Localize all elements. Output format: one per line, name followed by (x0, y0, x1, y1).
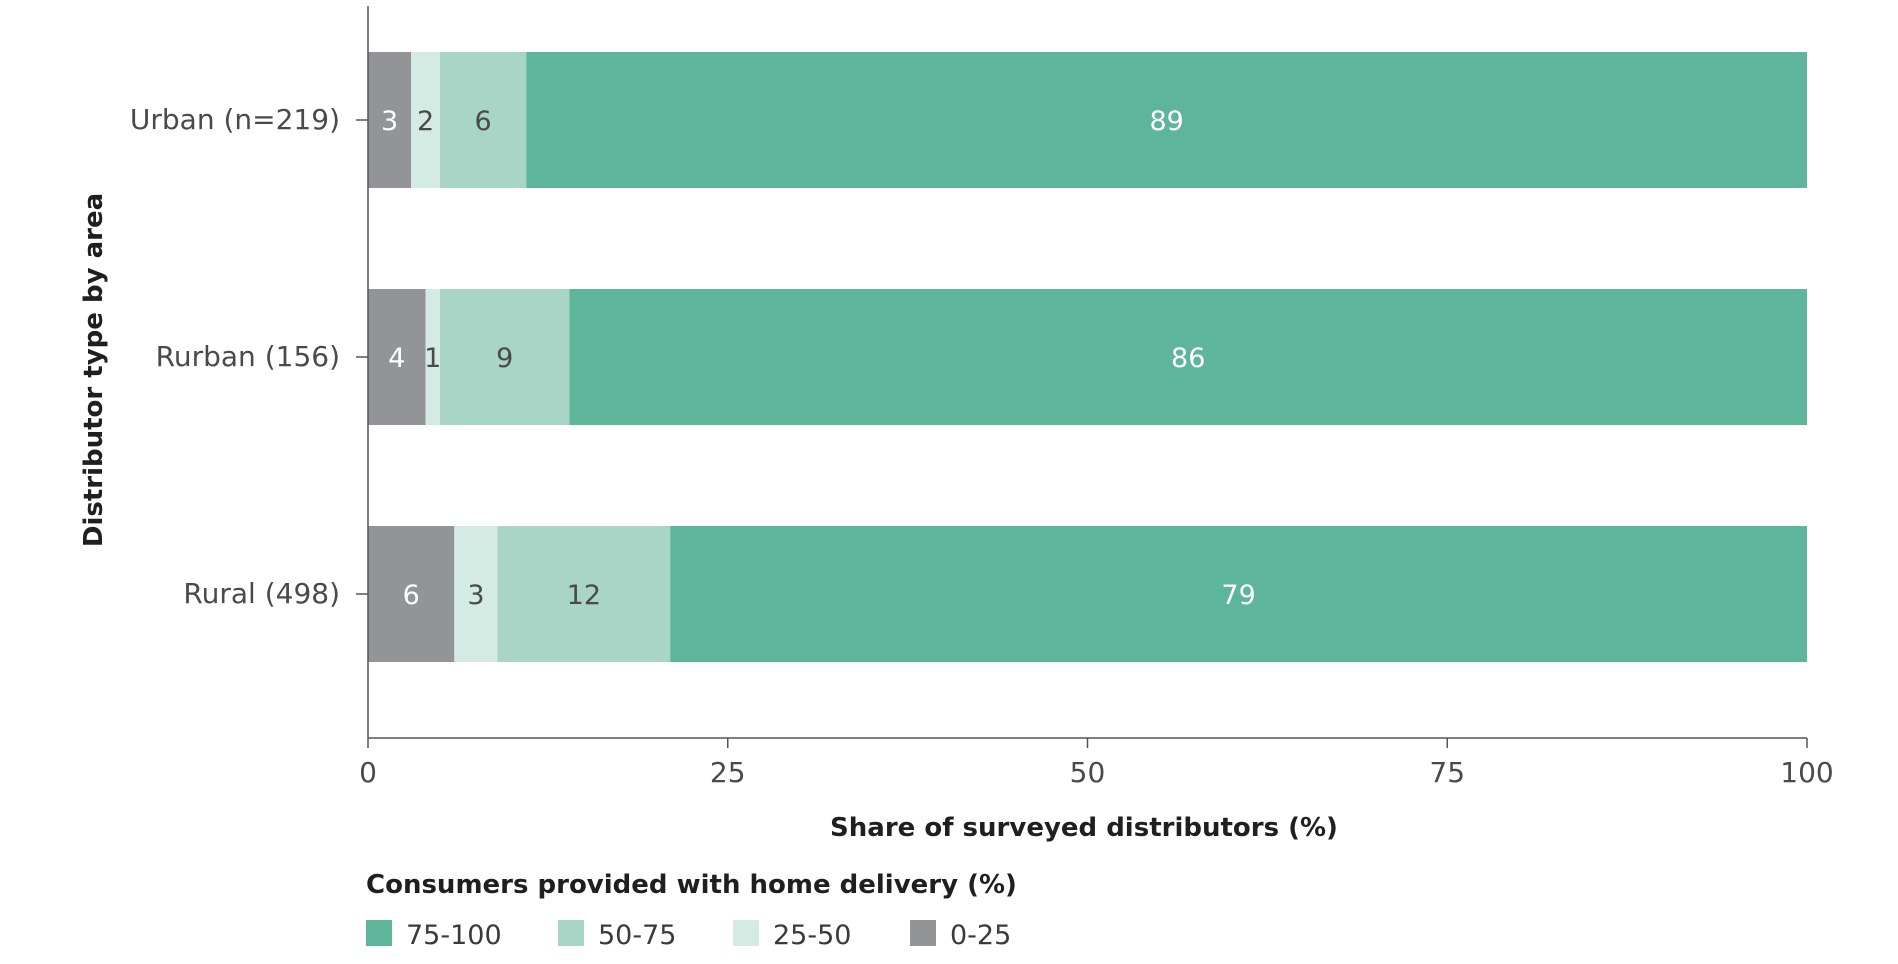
legend-title: Consumers provided with home delivery (%… (366, 870, 1017, 900)
data-label-rural-498-0-25: 6 (403, 580, 420, 611)
x-tick-label-100: 100 (1780, 756, 1833, 789)
data-label-urban-n-219-25-50: 2 (417, 106, 434, 137)
data-label-urban-n-219-0-25: 3 (381, 106, 398, 137)
bar-segment-rurban-156-50-75 (439, 289, 570, 425)
x-tick-label-75: 75 (1429, 756, 1465, 789)
legend-swatch-25-50 (733, 920, 759, 946)
bar-segment-rurban-156-75-100 (569, 289, 1808, 425)
data-label-rural-498-75-100: 79 (1221, 580, 1255, 611)
bar-segment-rural-498-25-50 (454, 526, 498, 662)
legend-swatch-0-25 (910, 920, 936, 946)
legend-label-0-25: 0-25 (950, 920, 1011, 951)
bar-segment-urban-n-219-0-25 (368, 52, 412, 188)
data-label-rurban-156-25-50: 1 (424, 343, 441, 374)
data-label-rurban-156-0-25: 4 (388, 343, 405, 374)
y-axis-title-group: Distributor type by area (79, 193, 109, 547)
bar-segment-urban-n-219-75-100 (526, 52, 1807, 188)
legend-label-50-75: 50-75 (598, 920, 676, 951)
y-axis-title: Distributor type by area (79, 193, 109, 547)
axes-group: Urban (n=219) Rurban (156) Rural (498) 0 25 5… (130, 6, 1834, 789)
data-label-rural-498-50-75: 12 (567, 580, 601, 611)
bar-segment-rurban-156-0-25 (368, 289, 426, 425)
y-tick-label-urban-n-219: Urban (n=219) (130, 103, 340, 136)
data-label-rurban-156-50-75: 9 (496, 343, 513, 374)
y-tick-label-rural-498: Rural (498) (183, 577, 340, 610)
bar-segment-rural-498-75-100 (670, 526, 1808, 662)
x-tick-label-50: 50 (1070, 756, 1106, 789)
data-label-urban-n-219-75-100: 89 (1149, 106, 1183, 137)
legend: 75-100 50-75 25-50 0-25 (366, 920, 1011, 951)
data-label-rural-498-25-50: 3 (467, 580, 484, 611)
x-axis-title: Share of surveyed distributors (%) (830, 813, 1338, 843)
x-tick-label-25: 25 (710, 756, 746, 789)
legend-swatch-50-75 (558, 920, 584, 946)
legend-label-75-100: 75-100 (406, 920, 502, 951)
bar-segment-urban-n-219-50-75 (439, 52, 527, 188)
data-label-urban-n-219-50-75: 6 (475, 106, 492, 137)
data-label-rurban-156-75-100: 86 (1171, 343, 1205, 374)
bars-group: 3 2 6 894 1 9 866 3 12 79 (368, 52, 1808, 662)
bar-segment-rural-498-0-25 (368, 526, 455, 662)
legend-label-25-50: 25-50 (773, 920, 851, 951)
x-tick-label-0: 0 (359, 756, 377, 789)
bar-segment-rurban-156-25-50 (425, 289, 440, 425)
y-tick-label-rurban-156: Rurban (156) (156, 340, 340, 373)
bar-segment-rural-498-50-75 (497, 526, 671, 662)
legend-swatch-75-100 (366, 920, 392, 946)
bar-segment-urban-n-219-25-50 (411, 52, 440, 188)
